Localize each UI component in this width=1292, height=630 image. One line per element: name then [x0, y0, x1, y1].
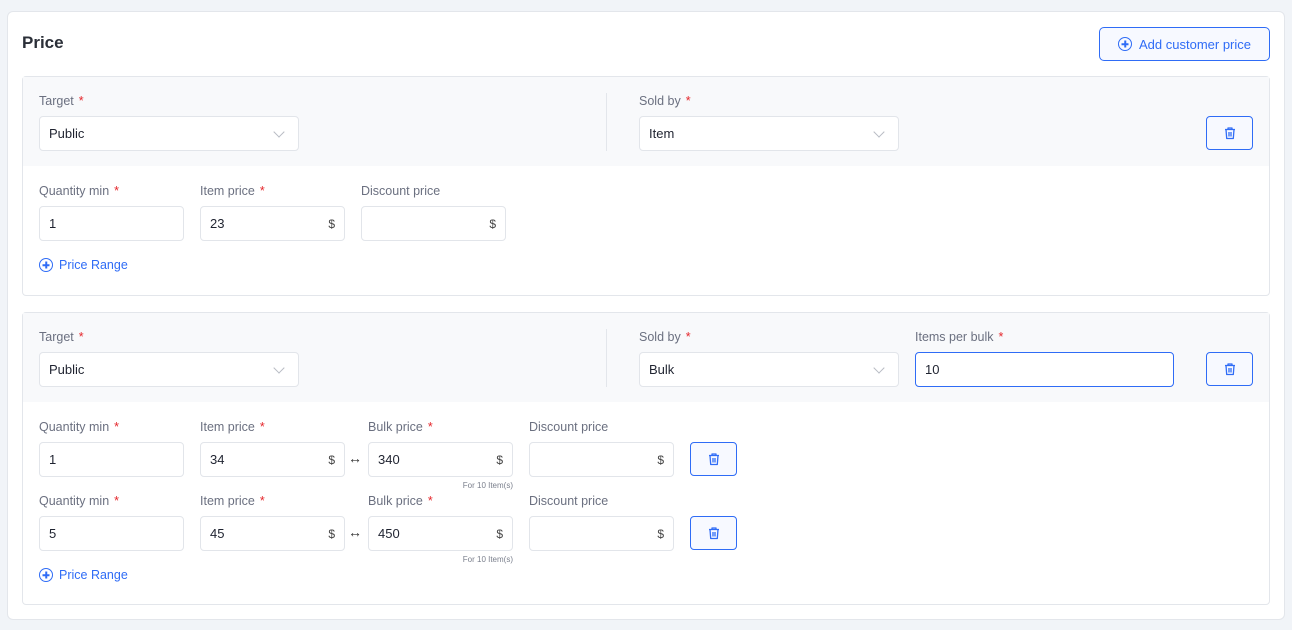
item-price-input[interactable]: 45 $: [200, 516, 345, 551]
discount-price-label: Discount price: [529, 420, 609, 434]
delete-row-button[interactable]: [690, 516, 737, 550]
quantity-min-input[interactable]: 1: [39, 206, 184, 241]
target-select[interactable]: Public: [39, 116, 299, 151]
target-select[interactable]: Public: [39, 352, 299, 387]
discount-price-input[interactable]: $: [529, 516, 674, 551]
item-price-input[interactable]: 34 $: [200, 442, 345, 477]
quantity-min-label: Quantity min *: [39, 184, 120, 198]
chevron-down-icon: [273, 125, 285, 138]
bulk-price-input[interactable]: 340 $: [368, 442, 513, 477]
divider: [606, 329, 607, 387]
delete-block-button[interactable]: [1206, 116, 1253, 150]
target-label: Target *: [39, 330, 84, 344]
page-title: Price: [22, 33, 64, 52]
item-price-label: Item price *: [200, 184, 265, 198]
arrow-left-right-icon: ↔: [348, 524, 362, 540]
plus-circle-icon: [39, 258, 53, 272]
button-label: Add customer price: [1139, 36, 1251, 52]
add-price-range-link[interactable]: Price Range: [39, 258, 128, 272]
delete-row-button[interactable]: [690, 442, 737, 476]
arrow-left-right-icon: ↔: [348, 450, 362, 466]
sold-by-label: Sold by *: [639, 330, 691, 344]
plus-circle-icon: [1118, 37, 1132, 51]
sold-by-label: Sold by *: [639, 94, 691, 108]
discount-price-input[interactable]: $: [529, 442, 674, 477]
sold-by-select[interactable]: Bulk: [639, 352, 899, 387]
discount-price-input[interactable]: $: [361, 206, 506, 241]
trash-icon: [707, 526, 721, 540]
item-price-input[interactable]: 23 $: [200, 206, 345, 241]
items-per-bulk-input[interactable]: 10: [915, 352, 1174, 387]
bulk-hint: For 10 Item(s): [462, 555, 513, 564]
bulk-hint: For 10 Item(s): [462, 481, 513, 490]
chevron-down-icon: [873, 125, 885, 138]
bulk-price-label: Bulk price *: [368, 494, 433, 508]
chevron-down-icon: [273, 361, 285, 374]
chevron-down-icon: [873, 361, 885, 374]
quantity-min-label: Quantity min *: [39, 494, 120, 508]
divider: [606, 93, 607, 151]
add-price-range-link[interactable]: Price Range: [39, 568, 128, 582]
trash-icon: [1223, 126, 1237, 140]
quantity-min-label: Quantity min *: [39, 420, 120, 434]
discount-price-label: Discount price: [529, 494, 609, 508]
add-customer-price-button[interactable]: Add customer price: [1099, 27, 1270, 61]
quantity-min-input[interactable]: 5: [39, 516, 184, 551]
delete-block-button[interactable]: [1206, 352, 1253, 386]
item-price-label: Item price *: [200, 420, 265, 434]
plus-circle-icon: [39, 568, 53, 582]
bulk-price-input[interactable]: 450 $: [368, 516, 513, 551]
quantity-min-input[interactable]: 1: [39, 442, 184, 477]
sold-by-select[interactable]: Item: [639, 116, 899, 151]
discount-price-label: Discount price: [361, 184, 441, 198]
trash-icon: [1223, 362, 1237, 376]
trash-icon: [707, 452, 721, 466]
item-price-label: Item price *: [200, 494, 265, 508]
target-label: Target *: [39, 94, 84, 108]
items-per-bulk-label: Items per bulk *: [915, 330, 1004, 344]
bulk-price-label: Bulk price *: [368, 420, 433, 434]
